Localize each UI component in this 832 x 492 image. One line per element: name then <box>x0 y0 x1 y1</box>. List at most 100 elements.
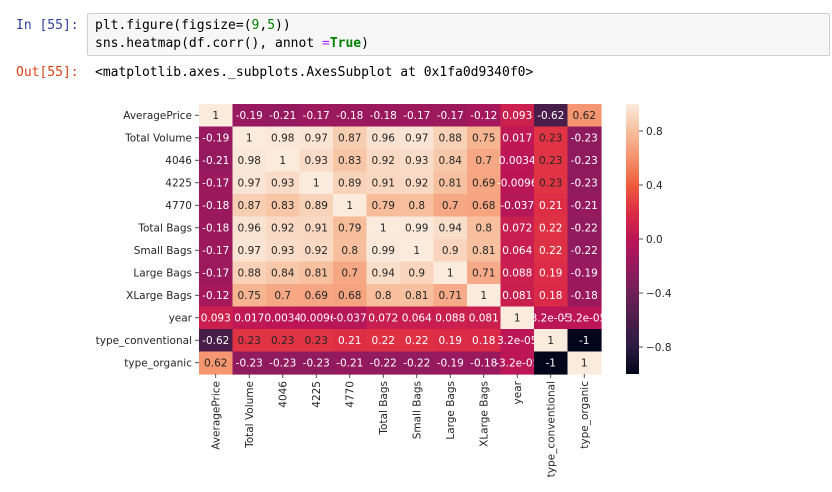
cell-annotation: 0.96 <box>372 133 396 145</box>
heatmap-cell <box>467 329 502 353</box>
heatmap-cell <box>433 284 468 308</box>
y-tick-label: XLarge Bags <box>126 290 192 302</box>
heatmap-cell <box>500 284 535 308</box>
code-text: ) <box>361 36 369 51</box>
cell-annotation: 0.072 <box>368 313 398 325</box>
heatmap-cell <box>534 329 569 353</box>
cell-annotation: 1 <box>514 313 521 325</box>
heatmap-cell <box>467 126 502 150</box>
heatmap-cell <box>266 149 301 173</box>
cell-annotation: -0.23 <box>571 155 598 167</box>
heatmap-cell <box>534 351 569 375</box>
cell-annotation: 0.21 <box>338 335 361 347</box>
y-tick-label: Total Bags <box>137 223 192 235</box>
y-tick-label: Large Bags <box>133 268 192 280</box>
cell-annotation: -0.19 <box>236 110 263 122</box>
cell-annotation: 0.081 <box>469 313 499 325</box>
heatmap-cell <box>400 306 435 330</box>
heatmap-cell <box>266 194 301 218</box>
heatmap-cell <box>366 104 401 128</box>
heatmap-cell <box>199 284 234 308</box>
heatmap-cell <box>433 329 468 353</box>
cell-annotation: 1 <box>313 178 320 190</box>
x-tick-label: type_organic <box>579 381 591 449</box>
heatmap-cell <box>433 149 468 173</box>
heatmap-cell <box>232 306 267 330</box>
heatmap-cell <box>333 194 368 218</box>
cell-annotation: 0.8 <box>341 245 358 257</box>
cell-annotation: -0.62 <box>537 110 564 122</box>
code-operator: = <box>321 36 330 51</box>
heatmap-cell <box>433 239 468 263</box>
heatmap-cell <box>232 194 267 218</box>
heatmap-cell <box>333 171 368 195</box>
heatmap-cell <box>433 306 468 330</box>
heatmap-cell <box>333 126 368 150</box>
cell-annotation: 0.88 <box>439 133 462 145</box>
heatmap-cell <box>500 149 535 173</box>
code-text: plt.figure(figsize=( <box>95 18 252 33</box>
heatmap-cell <box>400 239 435 263</box>
code-number: 9 <box>251 18 260 33</box>
heatmap-cell <box>366 149 401 173</box>
heatmap-cell <box>433 171 468 195</box>
y-tick-label: Total Volume <box>124 133 192 145</box>
heatmap-cell <box>366 239 401 263</box>
cell-annotation: 0.22 <box>405 335 428 347</box>
code-text: , <box>259 18 268 33</box>
heatmap-cell <box>534 216 569 240</box>
output-text: <matplotlib.axes._subplots.AxesSubplot a… <box>95 65 534 80</box>
cell-annotation: 0.92 <box>305 245 328 257</box>
heatmap-cell <box>333 351 368 375</box>
code-text: sns.heatmap(df.corr(), annot <box>95 36 322 51</box>
colorbar-tick-label: 0.4 <box>646 180 663 192</box>
heatmap-cell <box>400 126 435 150</box>
cell-annotation: 0.69 <box>305 290 328 302</box>
cell-annotation: 0.92 <box>372 155 395 167</box>
x-tick-label: Large Bags <box>445 381 457 440</box>
cell-annotation: 0.96 <box>238 223 262 235</box>
input-prompt: In [55]: <box>16 18 79 33</box>
heatmap-cell <box>400 171 435 195</box>
y-tick-label: type_conventional <box>96 335 192 347</box>
heatmap-cell <box>500 239 535 263</box>
y-tick-label: Small Bags <box>134 245 192 257</box>
cell-annotation: 0.75 <box>238 290 261 302</box>
heatmap-cell <box>299 104 334 128</box>
cell-annotation: -0.17 <box>303 110 330 122</box>
heatmap-cell <box>500 261 535 285</box>
heatmap-cell <box>567 351 602 375</box>
heatmap-cell <box>400 284 435 308</box>
heatmap-cell <box>199 104 234 128</box>
cell-annotation: 0.99 <box>372 245 395 257</box>
heatmap-cell <box>500 104 535 128</box>
heatmap-cell <box>500 126 535 150</box>
cell-annotation: 1 <box>547 335 554 347</box>
cell-annotation: -0.17 <box>437 110 464 122</box>
heatmap-cell <box>400 329 435 353</box>
heatmap-cell <box>333 329 368 353</box>
heatmap-cell <box>366 126 401 150</box>
cell-annotation: 0.064 <box>402 313 432 325</box>
cell-annotation: 1 <box>447 268 454 280</box>
cell-annotation: 0.97 <box>238 245 261 257</box>
heatmap-cell <box>534 284 569 308</box>
heatmap-cell <box>567 216 602 240</box>
cell-annotation: -0.22 <box>571 245 598 257</box>
heatmap-cell <box>199 261 234 285</box>
cell-annotation: 3.2e-05 <box>497 335 537 347</box>
cell-annotation: -0.23 <box>303 358 330 370</box>
y-tick-labels: AveragePrice Total Volume 4046 4225 4770 Tota… <box>96 110 199 370</box>
heatmap-cell <box>534 171 569 195</box>
code-cell[interactable]: plt.figure(figsize=(9,5)) sns.heatmap(df… <box>87 13 830 56</box>
heatmap-cell <box>567 329 602 353</box>
cell-annotation: -0.037 <box>500 200 534 212</box>
x-tick-label: Total Bags <box>378 381 390 436</box>
y-tick-label: 4770 <box>165 200 192 212</box>
colorbar: 0.8 0.4 0.0 −0.4 −0.8 <box>626 104 672 374</box>
heatmap-cell <box>333 216 368 240</box>
cell-annotation: 0.18 <box>539 290 562 302</box>
heatmap-cell <box>534 149 569 173</box>
heatmap-cell <box>299 216 334 240</box>
